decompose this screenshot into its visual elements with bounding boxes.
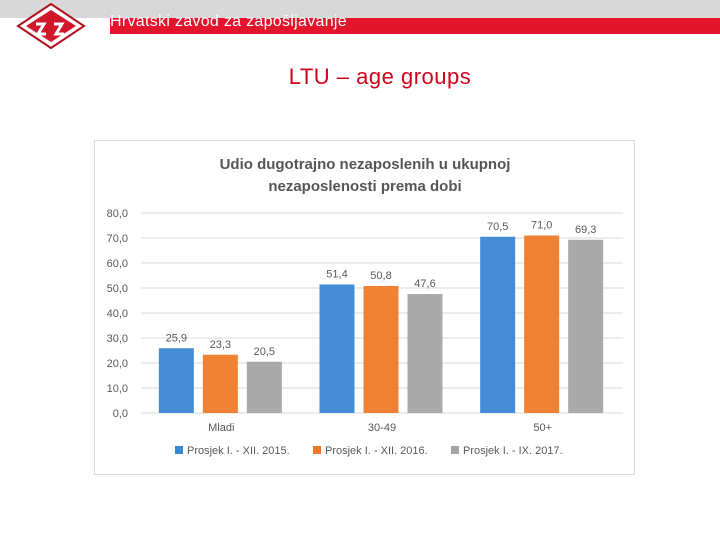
bar	[158, 348, 194, 413]
bar	[407, 294, 443, 413]
slide-title: LTU – age groups	[288, 64, 472, 89]
y-tick-label: 50,0	[107, 283, 128, 295]
y-tick-label: 0,0	[113, 408, 128, 420]
bar	[524, 235, 560, 413]
bar	[568, 239, 604, 413]
bar	[363, 286, 399, 413]
legend-label: Prosjek I. - IX. 2017.	[463, 445, 563, 457]
legend-label: Prosjek I. - XII. 2016.	[325, 445, 428, 457]
legend-label: Prosjek I. - XII. 2015.	[187, 445, 290, 457]
organization-name: Hrvatski zavod za zapošljavanje	[110, 13, 347, 30]
data-label: 71,0	[531, 220, 552, 232]
legend-swatch	[313, 446, 321, 454]
x-tick-label: 50+	[533, 422, 552, 434]
x-tick-label: Mladi	[208, 422, 234, 434]
y-tick-label: 80,0	[107, 208, 128, 220]
bar	[202, 354, 238, 413]
bar	[319, 284, 355, 413]
chart: Udio dugotrajno nezaposlenih u ukupnoj n…	[107, 156, 623, 457]
y-tick-label: 30,0	[107, 333, 128, 345]
chart-title-line2: nezaposlenosti prema dobi	[268, 178, 461, 195]
bar	[480, 236, 516, 413]
organization-logo	[16, 2, 86, 50]
data-label: 70,5	[487, 221, 508, 233]
legend-swatch	[175, 446, 183, 454]
bar	[246, 361, 282, 413]
y-tick-label: 20,0	[107, 358, 128, 370]
y-tick-label: 70,0	[107, 233, 128, 245]
data-label: 50,8	[370, 270, 391, 282]
legend-swatch	[451, 446, 459, 454]
chart-title-line1: Udio dugotrajno nezaposlenih u ukupnoj	[220, 156, 511, 173]
data-label: 51,4	[326, 269, 347, 281]
chart-frame: Udio dugotrajno nezaposlenih u ukupnoj n…	[94, 140, 635, 475]
data-label: 25,9	[166, 332, 187, 344]
data-label: 69,3	[575, 224, 596, 236]
header-red-bar	[110, 18, 720, 34]
y-tick-label: 60,0	[107, 258, 128, 270]
data-label: 47,6	[414, 278, 435, 290]
y-tick-label: 40,0	[107, 308, 128, 320]
data-label: 20,5	[254, 346, 275, 358]
data-label: 23,3	[210, 339, 231, 351]
y-tick-label: 10,0	[107, 383, 128, 395]
x-tick-label: 30-49	[368, 422, 396, 434]
